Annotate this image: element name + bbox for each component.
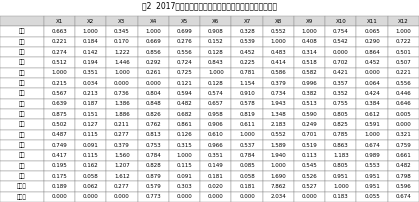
Text: 表2  2017年湖北省地市州农村产业融合数据标准化处理结果: 表2 2017年湖北省地市州农村产业融合数据标准化处理结果 xyxy=(142,1,277,10)
